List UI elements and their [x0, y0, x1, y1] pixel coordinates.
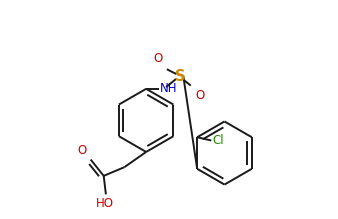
Text: HO: HO	[96, 196, 114, 210]
Text: O: O	[195, 90, 204, 102]
Text: O: O	[153, 52, 163, 65]
Text: Cl: Cl	[212, 134, 224, 147]
Text: NH: NH	[160, 82, 178, 95]
Text: O: O	[77, 144, 87, 157]
Text: S: S	[175, 69, 185, 84]
